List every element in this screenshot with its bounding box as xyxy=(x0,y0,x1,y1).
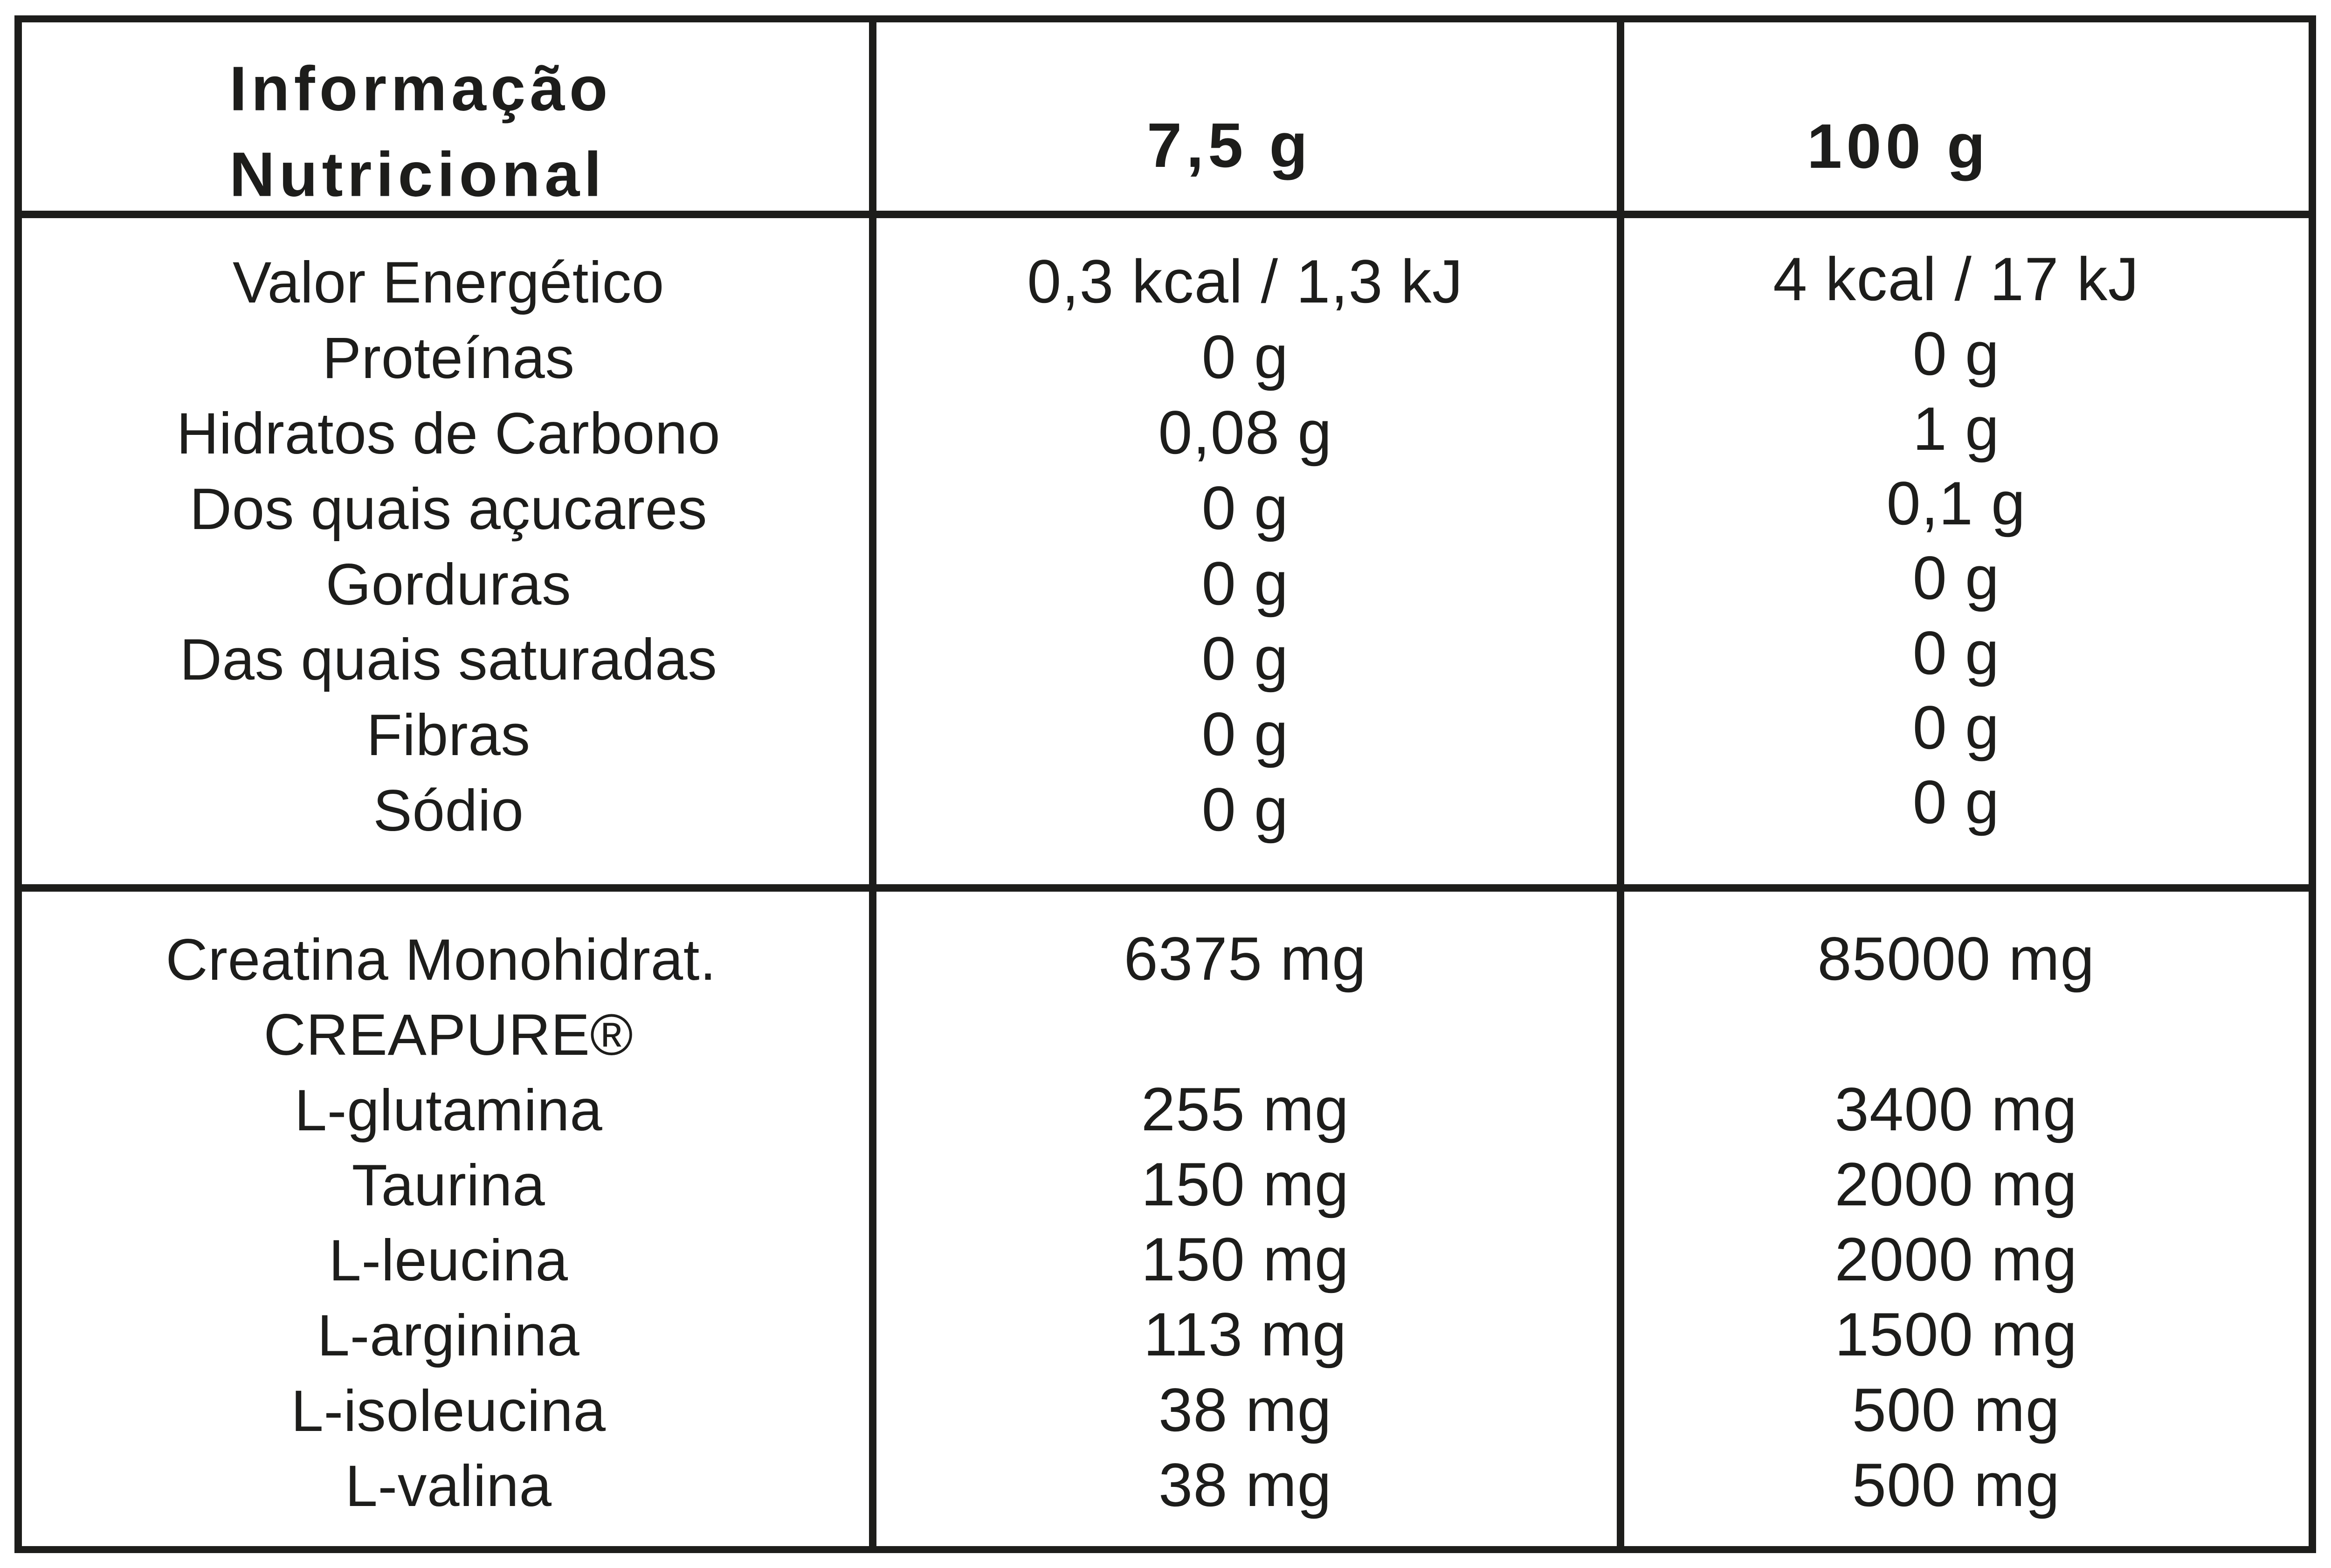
svg-text:0 g: 0 g xyxy=(1202,775,1289,844)
svg-text:Dos quais açucares: Dos quais açucares xyxy=(190,477,707,542)
svg-text:0 g: 0 g xyxy=(1202,323,1289,391)
svg-text:0 g: 0 g xyxy=(1202,624,1289,693)
svg-text:7,5 g: 7,5 g xyxy=(1147,110,1312,180)
svg-text:1500 mg: 1500 mg xyxy=(1835,1300,2078,1369)
svg-text:85000 mg: 85000 mg xyxy=(1817,924,2095,993)
svg-text:150 mg: 150 mg xyxy=(1141,1150,1349,1218)
svg-text:CREAPURE®: CREAPURE® xyxy=(264,1003,634,1067)
svg-text:Das quais saturadas: Das quais saturadas xyxy=(180,627,717,692)
svg-text:Hidratos de Carbono: Hidratos de Carbono xyxy=(177,401,721,466)
svg-text:1 g: 1 g xyxy=(1913,394,2000,463)
svg-text:0 g: 0 g xyxy=(1202,474,1289,542)
svg-text:0 g: 0 g xyxy=(1913,619,2000,687)
svg-text:0 g: 0 g xyxy=(1913,768,2000,836)
svg-text:2000 mg: 2000 mg xyxy=(1835,1225,2078,1293)
svg-text:0,1 g: 0,1 g xyxy=(1887,469,2026,537)
svg-text:0,3 kcal / 1,3 kJ: 0,3 kcal / 1,3 kJ xyxy=(1027,247,1463,316)
svg-text:Taurina: Taurina xyxy=(352,1153,545,1218)
svg-text:L-arginina: L-arginina xyxy=(317,1303,580,1368)
svg-text:4 kcal / 17 kJ: 4 kcal / 17 kJ xyxy=(1773,245,2139,313)
svg-text:0 g: 0 g xyxy=(1913,319,2000,388)
svg-text:6375 mg: 6375 mg xyxy=(1124,924,1367,993)
svg-text:100 g: 100 g xyxy=(1807,111,1990,181)
svg-text:2000 mg: 2000 mg xyxy=(1835,1150,2078,1218)
svg-text:0 g: 0 g xyxy=(1913,693,2000,762)
svg-text:255 mg: 255 mg xyxy=(1141,1075,1349,1143)
svg-text:38 mg: 38 mg xyxy=(1159,1375,1332,1444)
svg-text:L-valina: L-valina xyxy=(345,1454,552,1519)
svg-text:L-isoleucina: L-isoleucina xyxy=(291,1379,606,1444)
svg-text:500 mg: 500 mg xyxy=(1852,1451,2060,1519)
svg-text:Valor Energético: Valor Energético xyxy=(233,250,664,315)
svg-text:Nutricional: Nutricional xyxy=(229,139,606,210)
svg-text:0 g: 0 g xyxy=(1913,543,2000,612)
svg-text:38 mg: 38 mg xyxy=(1159,1451,1332,1519)
svg-text:Fibras: Fibras xyxy=(366,703,531,768)
svg-text:0 g: 0 g xyxy=(1202,700,1289,768)
svg-text:Sódio: Sódio xyxy=(373,778,524,843)
svg-text:150 mg: 150 mg xyxy=(1141,1225,1349,1293)
svg-text:3400 mg: 3400 mg xyxy=(1835,1075,2078,1143)
svg-text:Proteínas: Proteínas xyxy=(322,326,574,391)
svg-text:113 mg: 113 mg xyxy=(1144,1300,1347,1369)
svg-text:0,08 g: 0,08 g xyxy=(1158,398,1332,467)
svg-text:L-glutamina: L-glutamina xyxy=(295,1078,603,1143)
svg-text:Creatina Monohidrat.: Creatina Monohidrat. xyxy=(166,928,716,992)
svg-text:500 mg: 500 mg xyxy=(1852,1375,2060,1444)
svg-text:Informação: Informação xyxy=(229,54,612,124)
svg-text:0 g: 0 g xyxy=(1202,549,1289,618)
svg-text:Gorduras: Gorduras xyxy=(326,552,572,617)
svg-text:L-leucina: L-leucina xyxy=(329,1228,568,1293)
